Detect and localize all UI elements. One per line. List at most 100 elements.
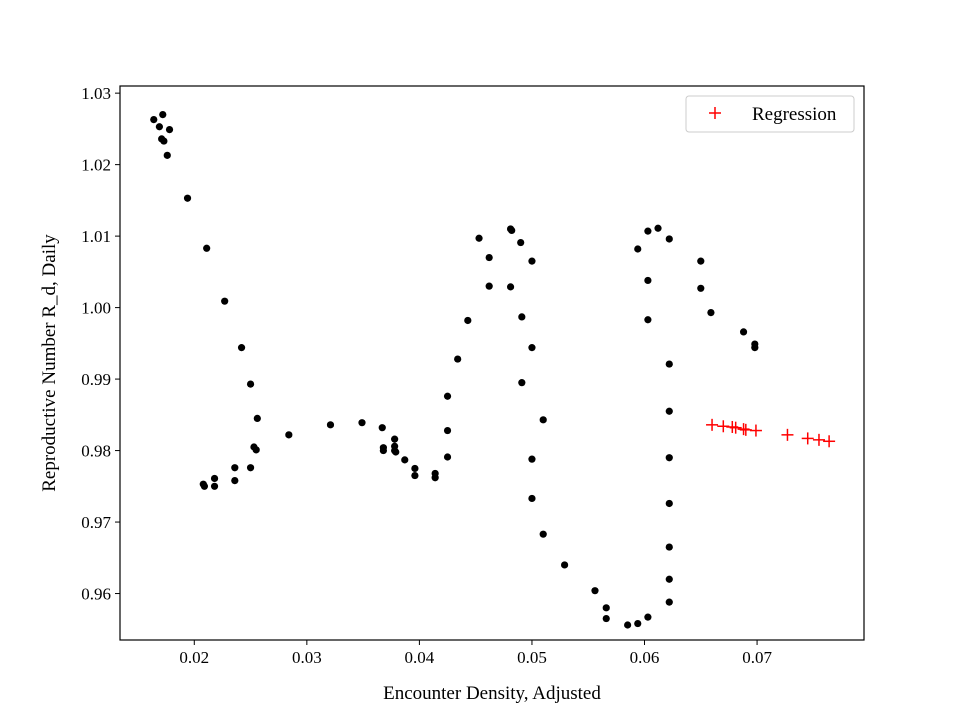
data-point [391, 435, 399, 443]
data-point [165, 126, 174, 134]
data-point [485, 282, 493, 290]
data-point [246, 464, 255, 472]
data-point [518, 379, 526, 387]
data-point [707, 309, 715, 317]
data-point [411, 464, 419, 473]
y-tick-label: 0.97 [81, 513, 111, 532]
x-tick-label: 0.05 [517, 648, 547, 667]
regression-point [781, 428, 794, 441]
y-axis-label: Reproductive Number R_d, Daily [39, 234, 60, 492]
legend: Regression [685, 95, 855, 133]
data-point [624, 621, 632, 629]
data-point [431, 474, 439, 482]
x-tick-label: 0.04 [405, 648, 435, 667]
data-point [665, 235, 673, 243]
data-point [159, 110, 167, 119]
data-point [231, 464, 239, 472]
data-point [739, 328, 748, 336]
regression-point [801, 432, 814, 445]
legend-plus-mark [709, 107, 721, 119]
data-point [644, 613, 652, 621]
data-point [539, 530, 547, 538]
data-point [697, 284, 705, 292]
x-tick-label: 0.07 [742, 648, 772, 667]
data-point [378, 424, 386, 432]
data-point [644, 227, 652, 235]
data-point [285, 431, 293, 439]
regression-point [706, 418, 719, 431]
data-point [411, 471, 419, 480]
data-point [665, 575, 673, 583]
regression-point [739, 423, 752, 436]
data-point [379, 446, 387, 455]
y-tick-label: 1.02 [81, 156, 111, 175]
y-tick-label: 0.98 [81, 442, 111, 461]
data-point [464, 316, 472, 325]
data-point [160, 137, 168, 145]
legend-regression-label: Regression [752, 104, 837, 125]
data-point [401, 456, 409, 464]
data-point [591, 587, 599, 595]
data-point [634, 245, 642, 253]
y-axis-ticks: 0.96 0.97 0.98 0.99 1.00 1.01 1.02 1.03 [81, 84, 120, 604]
data-point [246, 380, 255, 388]
data-point [697, 257, 705, 265]
data-point [560, 561, 569, 569]
data-point [518, 313, 526, 321]
data-point [665, 499, 673, 508]
data-point [252, 446, 260, 454]
data-point [221, 297, 229, 305]
plot-area-frame [119, 85, 865, 641]
data-point [654, 224, 662, 232]
y-tick-label: 1.01 [81, 227, 111, 246]
data-point [454, 355, 462, 363]
legend-box [685, 95, 855, 133]
plot-marks [150, 110, 836, 629]
data-point [508, 226, 516, 234]
data-point [231, 476, 239, 485]
data-point [602, 604, 610, 612]
data-point [517, 238, 525, 247]
data-point [644, 276, 652, 285]
data-point [665, 407, 673, 415]
data-point [485, 253, 493, 262]
x-tick-label: 0.06 [630, 648, 660, 667]
data-point [528, 494, 536, 503]
y-tick-label: 0.99 [81, 370, 111, 389]
x-axis-ticks: 0.02 0.03 0.04 0.05 0.06 0.07 [179, 640, 772, 667]
data-point [237, 344, 246, 352]
regression-point [823, 435, 836, 448]
data-point [751, 344, 759, 352]
data-point [210, 482, 219, 490]
data-point [210, 474, 219, 483]
data-point [665, 360, 673, 368]
y-tick-label: 1.03 [81, 84, 111, 103]
data-point [183, 194, 192, 202]
data-point [475, 234, 483, 242]
data-point [150, 115, 158, 124]
x-tick-label: 0.02 [179, 648, 209, 667]
data-point [358, 419, 366, 427]
data-point [528, 257, 536, 265]
data-point [203, 244, 211, 252]
data-point [528, 344, 536, 352]
y-tick-label: 1.00 [81, 299, 111, 318]
data-point [326, 421, 335, 429]
data-point [253, 414, 261, 422]
data-point [392, 448, 400, 456]
data-point [443, 453, 452, 461]
legend-regression-marker [709, 107, 721, 119]
data-point [665, 598, 673, 606]
data-point [528, 455, 536, 463]
data-point [602, 614, 610, 623]
data-point [665, 454, 673, 462]
x-tick-label: 0.03 [292, 648, 322, 667]
data-point [644, 316, 652, 324]
data-point [443, 426, 452, 435]
x-axis-label: Encounter Density, Adjusted [383, 683, 601, 704]
regression-point [749, 424, 762, 437]
data-point [506, 283, 515, 291]
data-point [163, 151, 171, 159]
data-point [200, 482, 209, 490]
